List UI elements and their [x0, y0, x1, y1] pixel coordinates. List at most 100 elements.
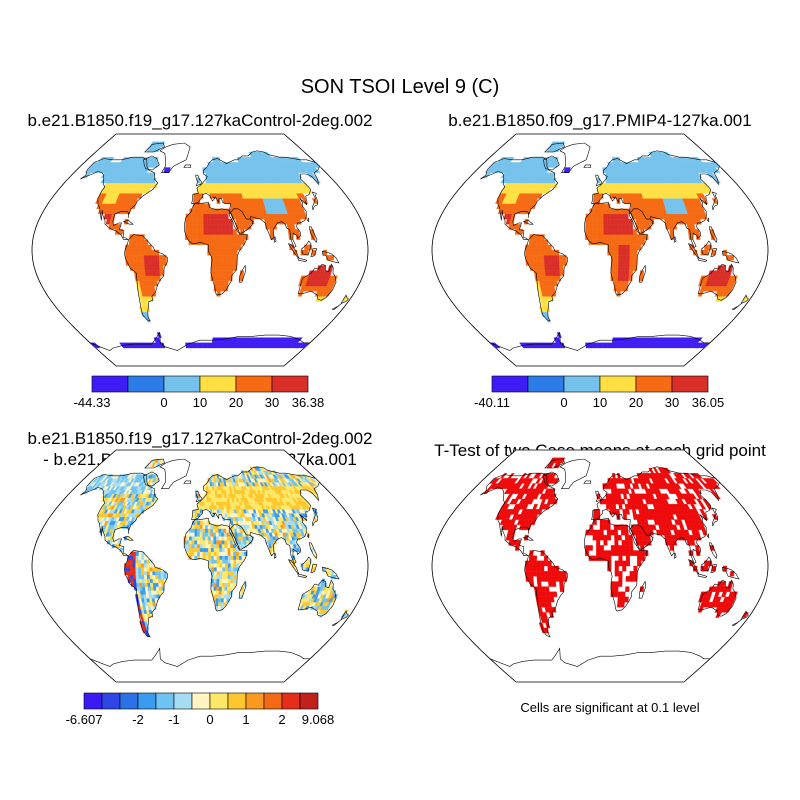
map-cell [216, 567, 220, 572]
map-cell [208, 551, 212, 556]
map-cell [136, 239, 141, 245]
map-cell [144, 582, 148, 587]
map-cell [614, 550, 619, 556]
colorbar-box [271, 375, 309, 393]
coastline-iceland [583, 164, 592, 168]
map-cell [141, 563, 145, 568]
map-cell [132, 249, 137, 256]
map-cell [218, 536, 222, 541]
map-cell [621, 265, 626, 271]
map-cell [222, 567, 226, 572]
map-cell [216, 571, 220, 576]
coastline-taiwan [307, 533, 310, 539]
coastline-baffin [543, 471, 560, 487]
map-cell [637, 555, 642, 561]
map-cell [194, 342, 198, 349]
map-cell [225, 234, 230, 240]
map-cell [129, 260, 134, 266]
map-cell [210, 224, 215, 230]
map-cell [558, 255, 563, 261]
map-cell [622, 239, 627, 245]
map-cell [222, 244, 227, 251]
map-cell [135, 555, 139, 560]
map-cell [196, 234, 201, 240]
coastline-antarctica [89, 331, 310, 351]
map-cell [625, 244, 631, 251]
map-cell [548, 270, 554, 276]
map-cell [199, 543, 203, 549]
coastline-japan [311, 507, 319, 527]
map-cell [132, 244, 137, 251]
map-cell [633, 550, 638, 556]
map-cell [532, 255, 537, 261]
map-cell [540, 260, 545, 266]
map-cell [608, 182, 613, 189]
map-cell [551, 177, 557, 184]
map-cell [620, 596, 626, 603]
map-cell [618, 571, 623, 577]
colorbar-box [527, 375, 565, 393]
map-cell [143, 239, 149, 245]
colorbar-box [155, 692, 175, 710]
colorbar-box [635, 375, 673, 393]
map-cell [214, 234, 219, 240]
map-cell [555, 255, 560, 261]
map-cell [208, 543, 212, 549]
map-cell [589, 529, 594, 536]
map-cell [135, 567, 139, 572]
map-cell [219, 555, 223, 560]
map-cell [235, 218, 240, 225]
coastline-southamerica [524, 550, 568, 638]
map-cell [143, 244, 148, 251]
map-cell [629, 244, 634, 251]
map-cell [230, 547, 234, 552]
map-cell [202, 551, 206, 556]
map-cell [229, 536, 233, 541]
map-cell [210, 555, 215, 560]
map-cell [532, 234, 538, 240]
map-cell [224, 218, 230, 225]
map-cell [221, 229, 226, 235]
colorbar-box [191, 692, 211, 710]
map-cell [330, 586, 335, 591]
map-cell [585, 229, 590, 235]
map-cell [155, 582, 159, 587]
map-cell [207, 540, 212, 545]
map-cell [596, 540, 601, 546]
map-cell [210, 218, 215, 225]
map-cell [614, 581, 619, 587]
map-cell [537, 265, 542, 271]
map-cell [155, 574, 159, 580]
map-cell [532, 260, 538, 266]
map-cell [129, 571, 134, 576]
map-cell [211, 559, 215, 564]
map-cell [223, 285, 229, 292]
map-cell [599, 224, 604, 230]
coastline-greenland [159, 142, 191, 173]
map-cell [191, 551, 195, 556]
map-cell [537, 581, 542, 587]
map-cell [606, 524, 611, 531]
map-cell [596, 234, 601, 240]
map-cell [596, 550, 601, 556]
colorbar-box [127, 375, 165, 393]
map-cell [226, 590, 231, 595]
map-cell [229, 229, 234, 235]
map-cell [158, 582, 162, 587]
map-cell [589, 213, 594, 220]
map-cell [596, 545, 601, 551]
coastline-sulawesi [710, 564, 718, 573]
map-cell [617, 493, 622, 500]
map-cell [146, 563, 150, 568]
map-cell [613, 280, 619, 287]
map-cell [232, 229, 238, 235]
map-cell [614, 244, 619, 251]
map-cell [230, 563, 234, 568]
map-cell [618, 239, 623, 245]
map-cell [544, 576, 549, 582]
map-cell [132, 555, 137, 560]
map-cell [625, 540, 630, 546]
map-cell [199, 532, 203, 537]
colorbar-tick-label: 36.05 [692, 395, 725, 410]
